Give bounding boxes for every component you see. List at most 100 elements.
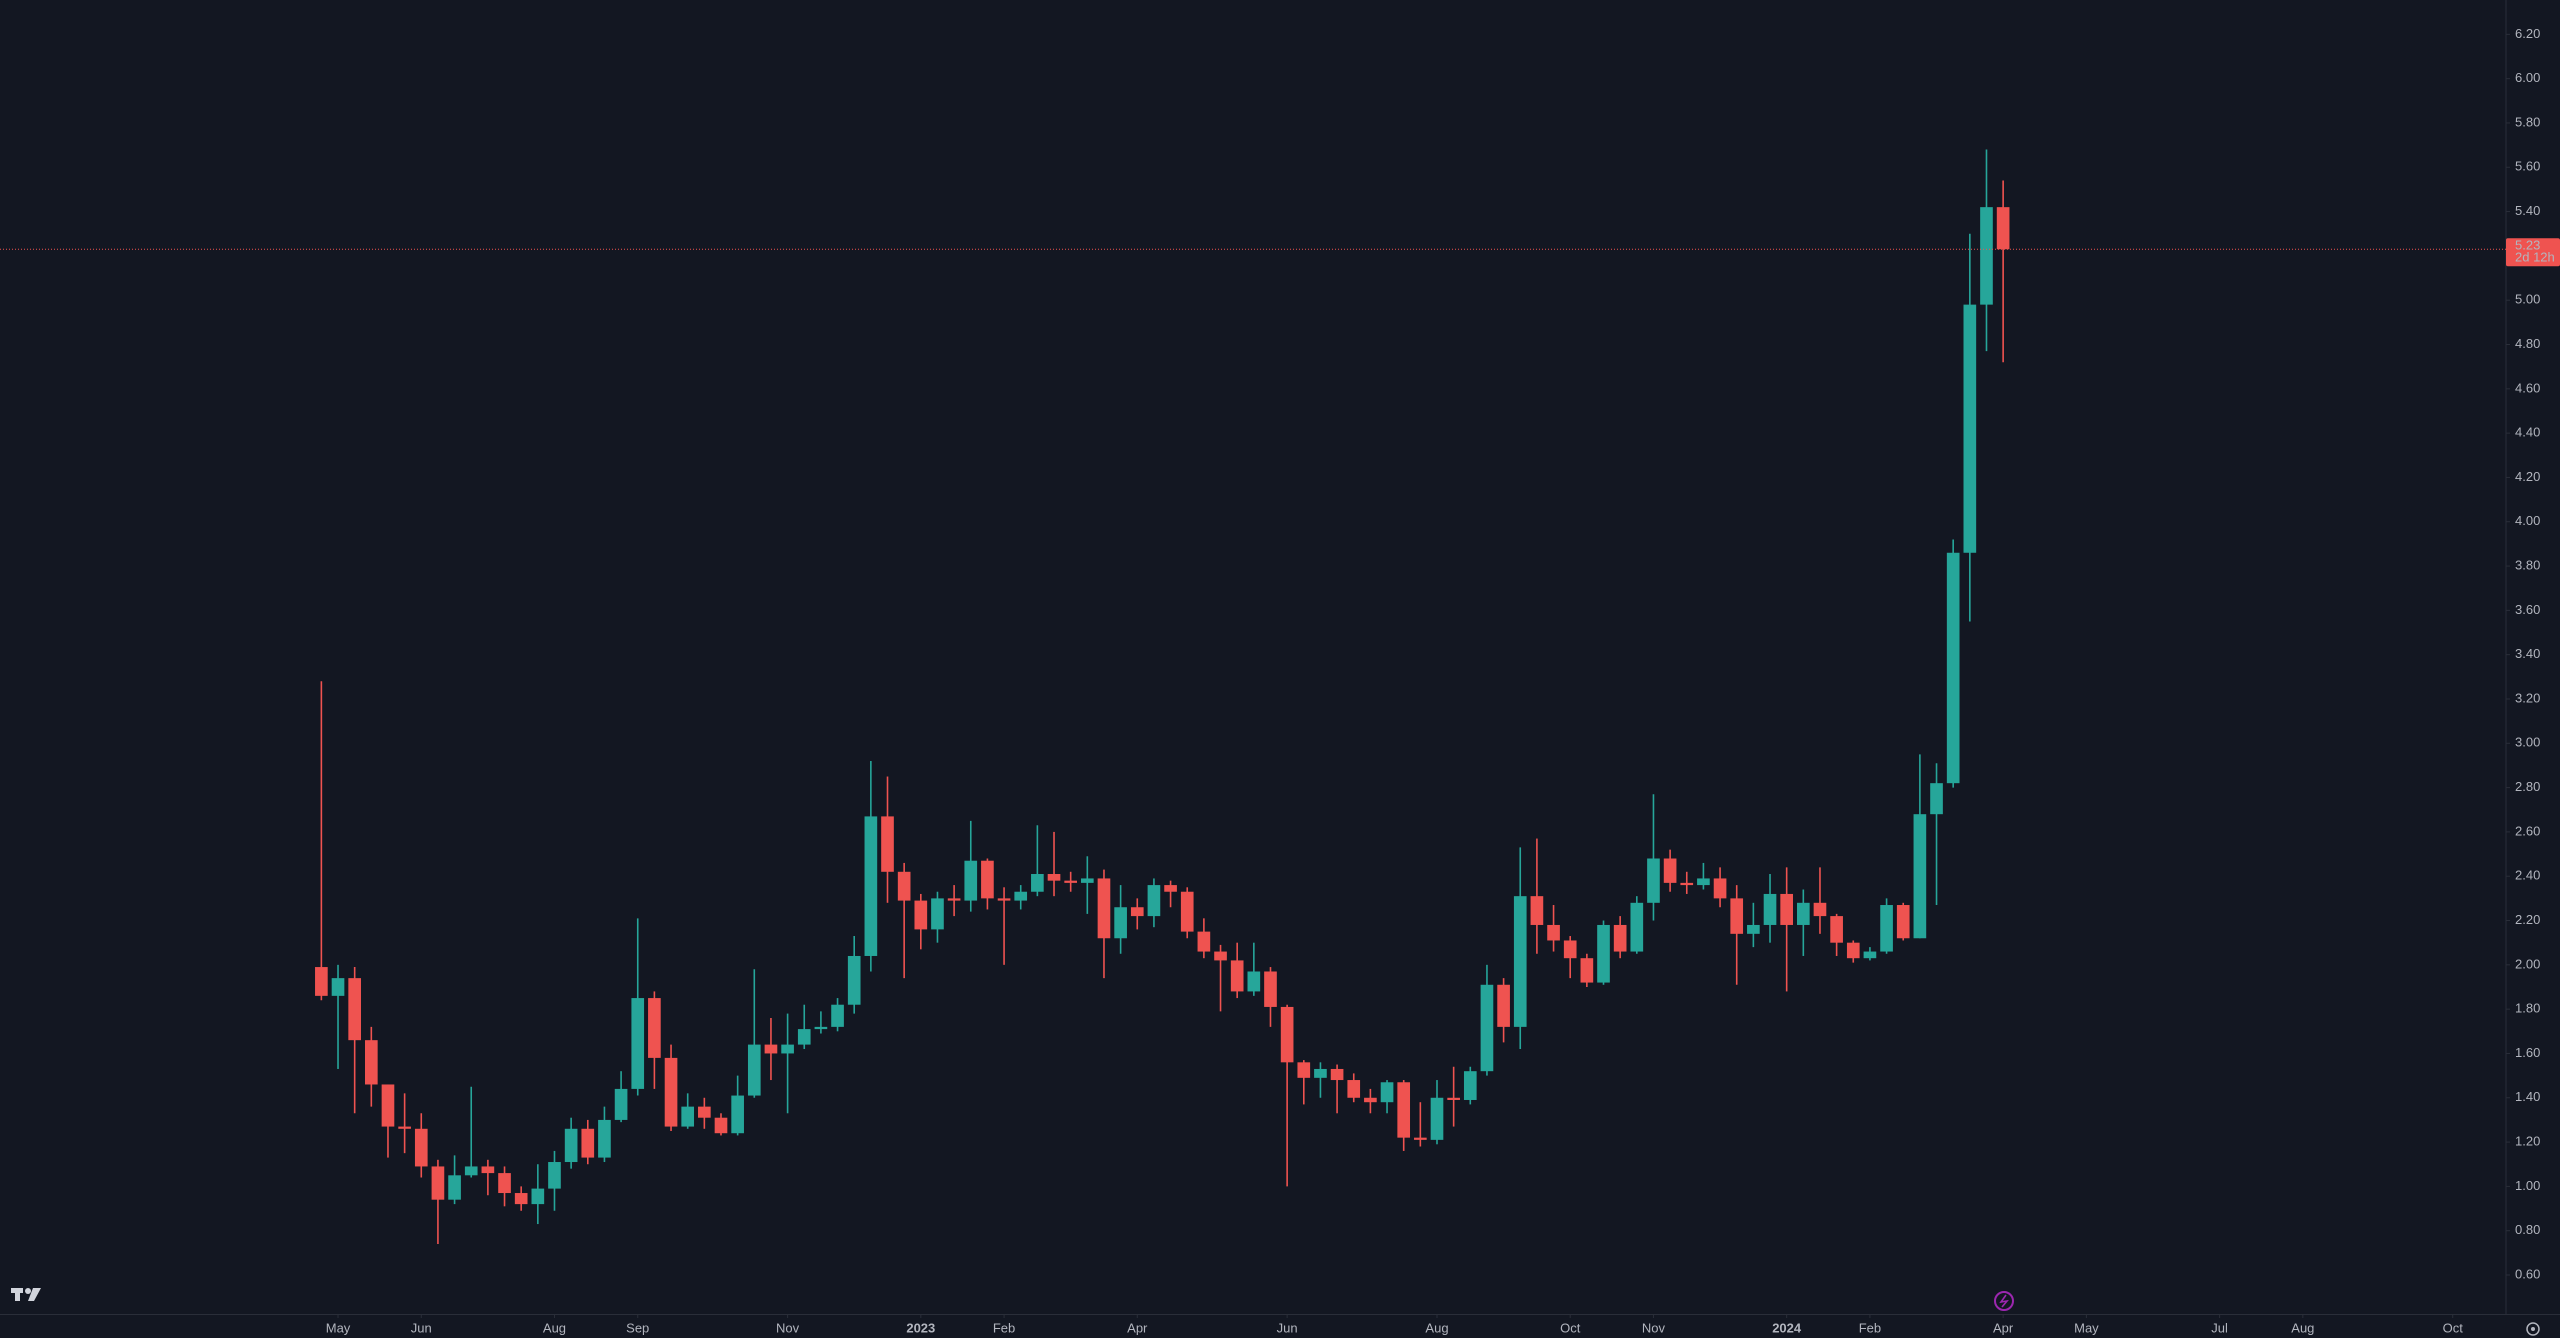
candle-body <box>681 1106 695 1127</box>
countdown-label: 2d 12h <box>2515 250 2555 265</box>
x-tick-label: May <box>2074 1320 2099 1335</box>
candle-body <box>1364 1097 1377 1103</box>
candle-body <box>1264 971 1277 1007</box>
candle-body <box>531 1188 545 1205</box>
candle-body <box>1780 893 1793 925</box>
x-tick-label: Apr <box>1127 1320 1148 1335</box>
candle-body <box>1447 1097 1460 1100</box>
x-tick-label: Oct <box>1560 1320 1581 1335</box>
x-tick-label: 2023 <box>906 1320 935 1335</box>
candle-body <box>897 871 911 901</box>
candle-body <box>315 967 328 996</box>
x-tick-label: Jul <box>2211 1320 2228 1335</box>
candle-body <box>1130 907 1144 917</box>
y-tick-label: 1.20 <box>2515 1134 2540 1149</box>
candle-body <box>864 816 878 956</box>
candle-body <box>1214 951 1227 961</box>
candle-body <box>631 998 645 1089</box>
candle-body <box>1996 207 2010 250</box>
y-tick-label: 0.60 <box>2515 1266 2540 1281</box>
candle-body <box>1280 1006 1294 1063</box>
candle-body <box>764 1044 778 1054</box>
candle-body <box>1880 905 1893 952</box>
y-tick-label: 4.20 <box>2515 469 2540 484</box>
candle-body <box>1730 898 1744 934</box>
candle-body <box>1680 882 1694 886</box>
x-tick-label: Aug <box>543 1320 566 1335</box>
x-tick-label: Aug <box>2291 1320 2314 1335</box>
y-tick-label: 3.40 <box>2515 646 2540 661</box>
y-tick-label: 6.00 <box>2515 70 2540 85</box>
candle-body <box>964 860 978 901</box>
candle-body <box>331 978 345 996</box>
candle-body <box>1414 1137 1427 1140</box>
y-tick-label: 5.80 <box>2515 114 2540 129</box>
candle-body <box>747 1044 761 1096</box>
candle-body <box>1830 916 1843 943</box>
candle-body <box>1230 960 1244 992</box>
candle-body <box>414 1128 428 1167</box>
x-tick-label: Jun <box>411 1320 432 1335</box>
candle-body <box>1647 858 1660 903</box>
candle-body <box>664 1057 678 1127</box>
candle-body <box>1297 1062 1311 1078</box>
candle-body <box>1114 907 1127 939</box>
candle-body <box>1197 931 1211 952</box>
candle-body <box>464 1166 478 1176</box>
candle-body <box>1913 814 1927 939</box>
x-tick-label: 2024 <box>1772 1320 1802 1335</box>
candle-body <box>1430 1097 1444 1140</box>
y-tick-label: 1.00 <box>2515 1178 2540 1193</box>
candle-body <box>1747 924 1760 934</box>
y-tick-label: 2.80 <box>2515 779 2540 794</box>
candle-body <box>1713 878 1727 899</box>
candle-body <box>1796 902 1810 925</box>
candle-body <box>731 1095 744 1134</box>
candle-body <box>1080 878 1094 883</box>
candle-body <box>1547 924 1560 941</box>
candle-body <box>648 998 661 1058</box>
y-tick-label: 1.80 <box>2515 1001 2540 1016</box>
candle-body <box>1380 1082 1394 1103</box>
candle-body <box>1513 896 1527 1027</box>
settings-icon[interactable] <box>2526 1322 2540 1336</box>
candle-body <box>1963 304 1977 553</box>
y-tick-label: 4.60 <box>2515 380 2540 395</box>
candle-body <box>364 1040 378 1085</box>
last-price-label: 5.23 <box>2515 238 2540 253</box>
candle-body <box>1347 1080 1361 1098</box>
y-tick-label: 5.00 <box>2515 292 2540 307</box>
y-tick-label: 1.40 <box>2515 1089 2540 1104</box>
y-tick-label: 3.20 <box>2515 690 2540 705</box>
candle-body <box>1946 552 1960 784</box>
x-tick-label: Apr <box>1993 1320 2014 1335</box>
candle-body <box>1147 885 1161 917</box>
candle-body <box>1180 891 1194 932</box>
candle-body <box>448 1175 461 1200</box>
candles <box>315 149 2010 1244</box>
candle-body <box>481 1166 495 1174</box>
candle-body <box>1097 878 1111 939</box>
candle-body <box>797 1029 811 1045</box>
x-tick-label: Jun <box>1277 1320 1298 1335</box>
logo <box>11 1288 41 1301</box>
last-price-box <box>2506 238 2560 267</box>
candle-body <box>1031 874 1044 892</box>
candle-body <box>1846 942 1860 959</box>
candle-body <box>1497 984 1510 1027</box>
candle-body <box>564 1128 578 1163</box>
y-tick-label: 2.20 <box>2515 912 2540 927</box>
candle-body <box>1663 858 1677 883</box>
event-icon[interactable] <box>1994 1291 2014 1311</box>
candle-body <box>1863 951 1877 959</box>
candle-body <box>781 1044 794 1054</box>
y-tick-label: 4.40 <box>2515 425 2540 440</box>
candle-body <box>714 1117 728 1134</box>
x-tick-label: Oct <box>2443 1320 2464 1335</box>
x-tick-label: Aug <box>1425 1320 1448 1335</box>
candle-body <box>598 1119 611 1158</box>
candle-body <box>1930 783 1943 815</box>
candle-body <box>881 816 894 872</box>
y-tick-label: 1.60 <box>2515 1045 2540 1060</box>
